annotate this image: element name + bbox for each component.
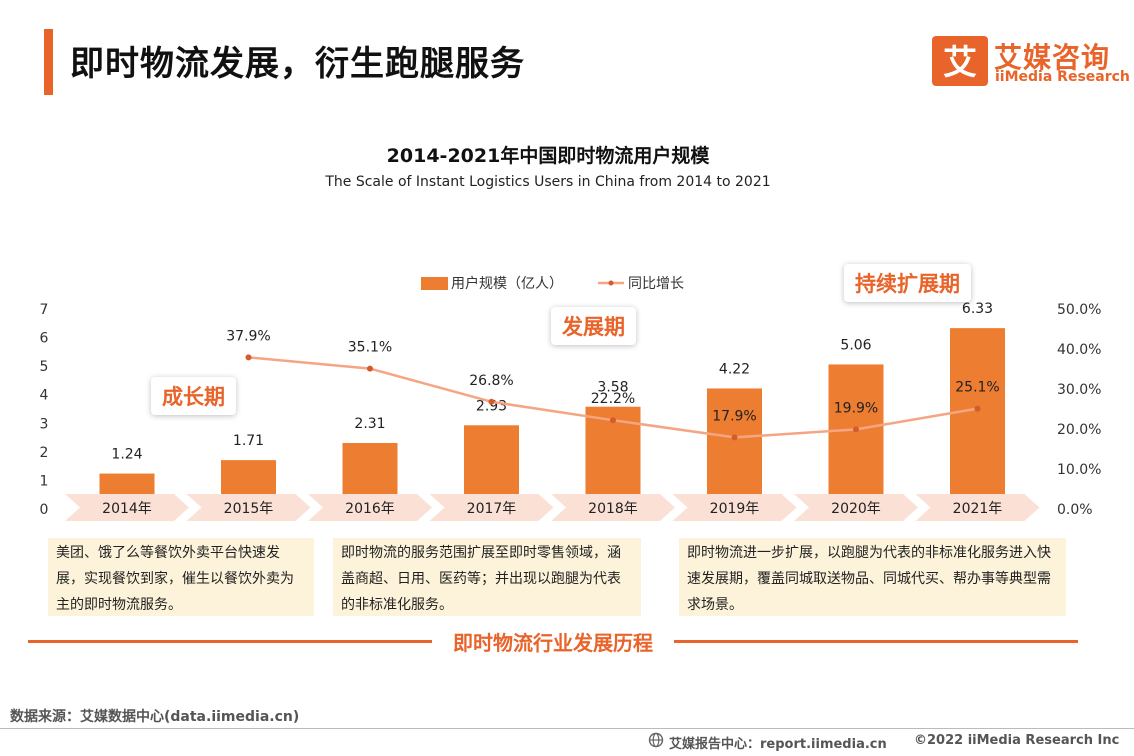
x-tick-label: 2018年 (588, 501, 638, 517)
brand-name-cn: 艾媒咨询 (994, 41, 1111, 74)
x-tick-label: 2014年 (102, 501, 152, 517)
growth-marker (367, 365, 373, 372)
x-tick-label: 2021年 (953, 501, 1003, 517)
x-axis-chevron (794, 494, 918, 521)
growth-marker (245, 354, 252, 361)
y-left-tick-label: 7 (40, 302, 49, 318)
data-source: 数据来源：艾媒数据中心(data.iimedia.cn) (10, 709, 300, 725)
legend-line-label: 同比增长 (628, 276, 684, 292)
y-right-tick-label: 50.0% (1057, 302, 1101, 318)
stage-label-development: 发展期 (551, 307, 636, 345)
bar-value-label: 5.06 (840, 337, 871, 353)
y-left-tick-label: 1 (40, 473, 49, 489)
y-right-tick-label: 20.0% (1057, 422, 1101, 438)
report-center-link[interactable]: 艾媒报告中心：report.iimedia.cn (669, 737, 887, 752)
y-left-tick-label: 0 (40, 502, 49, 518)
legend-bar-label: 用户规模（亿人） (451, 275, 563, 292)
growth-marker (974, 405, 981, 412)
legend-line-marker (608, 280, 614, 286)
bar (828, 364, 884, 509)
y-right-tick-label: 0.0% (1057, 502, 1093, 518)
growth-value-label: 35.1% (348, 340, 392, 356)
y-left-tick-label: 3 (40, 416, 49, 432)
chart-subtitle: The Scale of Instant Logistics Users in … (325, 174, 771, 190)
stage-label-growth: 成长期 (151, 377, 236, 415)
x-axis-chevron (186, 494, 311, 521)
iimedia-logo-icon: 艾 (932, 36, 988, 86)
page-title: 即时物流发展，衍生跑腿服务 (70, 44, 525, 84)
y-right-tick-label: 10.0% (1057, 462, 1101, 478)
y-left-tick-label: 4 (40, 388, 49, 404)
bar-value-label: 6.33 (962, 301, 993, 317)
chart-title: 2014-2021年中国即时物流用户规模 (386, 145, 710, 167)
x-axis-chevron (65, 494, 189, 521)
growth-value-label: 22.2% (591, 391, 635, 407)
x-axis-chevron (308, 494, 432, 521)
copyright: ©2022 iiMedia Research Inc (914, 733, 1120, 748)
growth-value-label: 37.9% (226, 328, 270, 344)
growth-value-label: 19.9% (834, 400, 878, 416)
logo-glyph: 艾 (943, 43, 977, 83)
y-left-tick-label: 2 (40, 445, 49, 461)
timeline-line-left (28, 640, 432, 643)
x-axis-chevron (551, 494, 675, 521)
brand-name-en: iiMedia Research (995, 69, 1130, 85)
x-axis-chevron (672, 494, 797, 521)
bar-value-label: 4.22 (719, 361, 750, 377)
stage-note-growth: 美团、饿了么等餐饮外卖平台快速发展，实现餐饮到家，催生以餐饮外卖为主的即时物流服… (48, 538, 314, 616)
x-tick-label: 2019年 (710, 501, 760, 517)
bar-value-label: 1.24 (111, 447, 142, 463)
bar (707, 388, 762, 509)
growth-marker (488, 398, 495, 405)
stage-note-development: 即时物流的服务范围扩展至即时零售领域，涵盖商超、日用、医药等；并出现以跑腿为代表… (333, 538, 641, 616)
growth-value-label: 17.9% (712, 408, 756, 424)
bar-value-label: 2.31 (354, 416, 385, 432)
bar (950, 328, 1005, 509)
y-left-tick-label: 6 (40, 331, 49, 347)
growth-marker (610, 417, 616, 424)
timeline-line-right (674, 640, 1078, 643)
stage-label-expansion: 持续扩展期 (844, 264, 971, 302)
timeline-label: 即时物流行业发展历程 (453, 631, 653, 655)
x-tick-label: 2015年 (224, 501, 274, 517)
globe-icon (648, 732, 664, 748)
growth-marker (731, 434, 738, 441)
y-right-tick-label: 30.0% (1057, 382, 1101, 398)
x-axis-chevron (915, 494, 1040, 521)
x-tick-label: 2017年 (467, 501, 517, 517)
stage-note-expansion: 即时物流进一步扩展，以跑腿为代表的非标准化服务进入快速发展期，覆盖同城取送物品、… (679, 538, 1066, 616)
x-tick-label: 2016年 (345, 501, 395, 517)
legend-bar-swatch (421, 277, 448, 290)
growth-marker (853, 426, 859, 433)
bar-value-label: 3.58 (597, 380, 628, 396)
growth-value-label: 26.8% (469, 373, 513, 389)
bar-value-label: 1.71 (233, 433, 264, 449)
title-accent-bar (44, 29, 53, 95)
footer-divider (0, 728, 1134, 729)
y-right-tick-label: 40.0% (1057, 342, 1101, 358)
x-axis-chevron (429, 494, 554, 521)
y-left-tick-label: 5 (40, 359, 49, 375)
x-tick-label: 2020年 (831, 501, 881, 517)
growth-value-label: 25.1% (955, 380, 999, 396)
